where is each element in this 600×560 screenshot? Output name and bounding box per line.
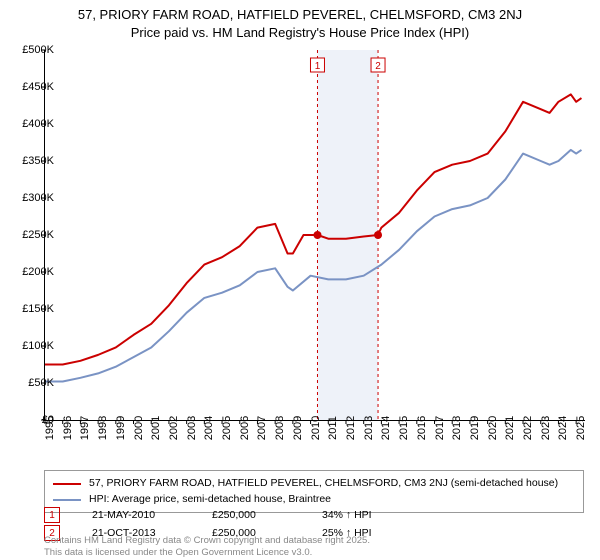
x-tick-label: 2020 xyxy=(487,416,499,440)
x-tick-label: 2017 xyxy=(434,416,446,440)
x-tick-label: 2005 xyxy=(221,416,233,440)
title-line-2: Price paid vs. HM Land Registry's House … xyxy=(0,24,600,42)
x-tick-label: 2019 xyxy=(469,416,481,440)
y-tick-label: £350K xyxy=(22,155,54,167)
x-tick-label: 2012 xyxy=(345,416,357,440)
y-tick-label: £400K xyxy=(22,118,54,130)
x-tick-label: 2006 xyxy=(239,416,251,440)
credits-line-1: Contains HM Land Registry data © Crown c… xyxy=(44,535,370,546)
x-tick-label: 2009 xyxy=(292,416,304,440)
x-tick-label: 2021 xyxy=(504,416,516,440)
x-tick-label: 2013 xyxy=(363,416,375,440)
y-tick-label: £100K xyxy=(22,340,54,352)
x-tick-label: 2022 xyxy=(522,416,534,440)
x-tick-label: 2011 xyxy=(327,416,339,440)
x-tick-label: 1997 xyxy=(79,416,91,440)
x-tick-label: 2003 xyxy=(186,416,198,440)
chart-area: 12 xyxy=(44,50,585,421)
title-line-1: 57, PRIORY FARM ROAD, HATFIELD PEVEREL, … xyxy=(0,6,600,24)
x-tick-label: 2000 xyxy=(133,416,145,440)
title-block: 57, PRIORY FARM ROAD, HATFIELD PEVEREL, … xyxy=(0,0,600,42)
legend-swatch-property xyxy=(53,483,81,485)
y-tick-label: £300K xyxy=(22,192,54,204)
marker-hpi-1: 34% ↑ HPI xyxy=(322,509,372,521)
y-tick-label: £500K xyxy=(22,44,54,56)
x-tick-label: 2010 xyxy=(310,416,322,440)
credits: Contains HM Land Registry data © Crown c… xyxy=(44,535,370,558)
x-tick-label: 2024 xyxy=(557,416,569,440)
x-tick-label: 2008 xyxy=(274,416,286,440)
svg-text:2: 2 xyxy=(375,61,381,72)
x-tick-label: 1996 xyxy=(62,416,74,440)
svg-text:1: 1 xyxy=(315,61,321,72)
x-tick-label: 2018 xyxy=(451,416,463,440)
x-tick-label: 1998 xyxy=(97,416,109,440)
x-tick-label: 2014 xyxy=(380,416,392,440)
x-tick-label: 2002 xyxy=(168,416,180,440)
x-tick-label: 2015 xyxy=(398,416,410,440)
x-tick-label: 2025 xyxy=(575,416,587,440)
marker-price-1: £250,000 xyxy=(212,509,322,521)
chart-svg: 12 xyxy=(45,50,585,420)
x-tick-label: 1995 xyxy=(44,416,56,440)
y-tick-label: £200K xyxy=(22,266,54,278)
marker-date-1: 21-MAY-2010 xyxy=(92,509,212,521)
marker-row-1: 1 21-MAY-2010 £250,000 34% ↑ HPI xyxy=(44,506,584,524)
legend-label-property: 57, PRIORY FARM ROAD, HATFIELD PEVEREL, … xyxy=(89,476,558,492)
credits-line-2: This data is licensed under the Open Gov… xyxy=(44,547,370,558)
legend-swatch-hpi xyxy=(53,499,81,501)
x-tick-label: 2007 xyxy=(256,416,268,440)
x-tick-label: 2023 xyxy=(540,416,552,440)
y-tick-label: £250K xyxy=(22,229,54,241)
chart-container: 57, PRIORY FARM ROAD, HATFIELD PEVEREL, … xyxy=(0,0,600,560)
x-tick-label: 2016 xyxy=(416,416,428,440)
marker-badge-1: 1 xyxy=(44,507,60,523)
x-tick-label: 2001 xyxy=(150,416,162,440)
x-tick-label: 1999 xyxy=(115,416,127,440)
legend-row-property: 57, PRIORY FARM ROAD, HATFIELD PEVEREL, … xyxy=(53,476,575,492)
y-tick-label: £50K xyxy=(28,377,54,389)
y-tick-label: £450K xyxy=(22,81,54,93)
x-tick-label: 2004 xyxy=(203,416,215,440)
y-tick-label: £150K xyxy=(22,303,54,315)
